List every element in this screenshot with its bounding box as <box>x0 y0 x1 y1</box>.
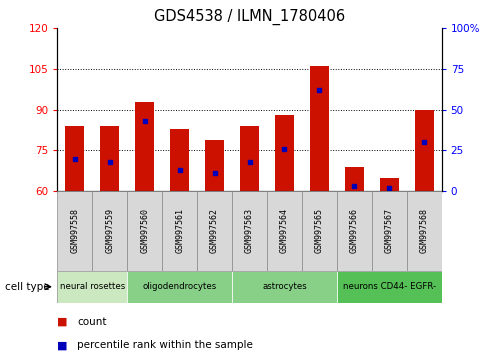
Text: GSM997566: GSM997566 <box>350 209 359 253</box>
Bar <box>127 191 162 271</box>
Text: count: count <box>77 317 107 327</box>
Text: neurons CD44- EGFR-: neurons CD44- EGFR- <box>343 282 436 291</box>
Bar <box>65 126 84 191</box>
Text: percentile rank within the sample: percentile rank within the sample <box>77 340 253 350</box>
Bar <box>170 129 189 191</box>
Bar <box>57 271 127 303</box>
Bar <box>302 191 337 271</box>
Bar <box>267 191 302 271</box>
Text: GSM997562: GSM997562 <box>210 209 219 253</box>
Text: neural rosettes: neural rosettes <box>60 282 125 291</box>
Text: GSM997559: GSM997559 <box>105 209 114 253</box>
Bar <box>275 115 294 191</box>
Bar <box>337 271 442 303</box>
Text: oligodendrocytes: oligodendrocytes <box>143 282 217 291</box>
Text: cell type: cell type <box>5 282 49 292</box>
Bar <box>57 191 92 271</box>
Bar <box>415 110 434 191</box>
Bar <box>100 126 119 191</box>
Bar <box>240 126 259 191</box>
Bar <box>380 178 399 191</box>
Text: GDS4538 / ILMN_1780406: GDS4538 / ILMN_1780406 <box>154 9 345 25</box>
Text: GSM997560: GSM997560 <box>140 209 149 253</box>
Text: GSM997568: GSM997568 <box>420 209 429 253</box>
Text: ■: ■ <box>57 340 68 350</box>
Text: GSM997558: GSM997558 <box>70 209 79 253</box>
Text: GSM997563: GSM997563 <box>245 209 254 253</box>
Bar <box>337 191 372 271</box>
Text: astrocytes: astrocytes <box>262 282 307 291</box>
Bar <box>92 191 127 271</box>
Text: ■: ■ <box>57 317 68 327</box>
Bar <box>407 191 442 271</box>
Bar <box>310 66 329 191</box>
Text: GSM997561: GSM997561 <box>175 209 184 253</box>
Text: GSM997564: GSM997564 <box>280 209 289 253</box>
Bar <box>205 139 224 191</box>
Bar <box>162 191 197 271</box>
Bar <box>197 191 232 271</box>
Bar <box>135 102 154 191</box>
Bar <box>372 191 407 271</box>
Bar <box>127 271 232 303</box>
Bar <box>345 167 364 191</box>
Text: GSM997565: GSM997565 <box>315 209 324 253</box>
Bar <box>232 191 267 271</box>
Bar <box>232 271 337 303</box>
Text: GSM997567: GSM997567 <box>385 209 394 253</box>
